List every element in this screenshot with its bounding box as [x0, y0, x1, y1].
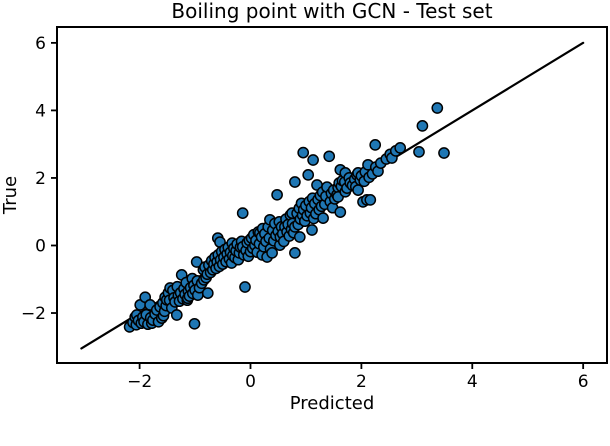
scatter-point [394, 142, 407, 154]
y-axis-label: True [0, 176, 21, 215]
scatter-point [271, 188, 283, 201]
scatter-point [239, 281, 251, 293]
scatter-point [297, 146, 310, 159]
scatter-point [289, 176, 301, 188]
chart-title: Boiling point with GCN - Test set [171, 0, 492, 23]
scatter-point [307, 154, 319, 166]
x-tick-label: 6 [578, 372, 589, 392]
scatter-point [302, 169, 315, 181]
x-tick-label: −2 [127, 372, 152, 392]
scatter-point [416, 120, 429, 132]
scatter-point [364, 194, 377, 206]
scatter-point [188, 317, 201, 330]
scatter-point [431, 102, 444, 114]
scatter-point [413, 146, 425, 158]
y-axis-ticks: −2 0 2 4 6 [21, 34, 57, 324]
scatter-point [201, 287, 214, 299]
y-tick-label: 2 [35, 169, 46, 189]
scatter-point [289, 247, 301, 259]
scatter-point [323, 150, 336, 163]
scatter-points [123, 102, 450, 333]
scatter-point [317, 212, 329, 224]
scatter-point [334, 206, 347, 218]
x-tick-label: 2 [356, 372, 367, 392]
scatter-point [170, 309, 183, 321]
scatter-point [236, 207, 249, 219]
y-tick-label: 0 [35, 236, 46, 256]
scatter-point [190, 256, 203, 268]
scatter-point [293, 231, 306, 243]
scatter-point [306, 224, 318, 236]
scatter-point [438, 147, 450, 159]
y-tick-label: 6 [35, 34, 46, 54]
x-axis-label: Predicted [290, 393, 375, 414]
x-tick-label: 0 [245, 372, 256, 392]
axes-frame [56, 26, 608, 364]
y-tick-label: −2 [21, 304, 46, 324]
y-tick-label: 4 [35, 101, 46, 121]
x-tick-label: 4 [467, 372, 478, 392]
scatter-point [369, 139, 382, 151]
scatter-point [266, 247, 278, 259]
x-axis-ticks: −2 0 2 4 6 [127, 363, 589, 392]
